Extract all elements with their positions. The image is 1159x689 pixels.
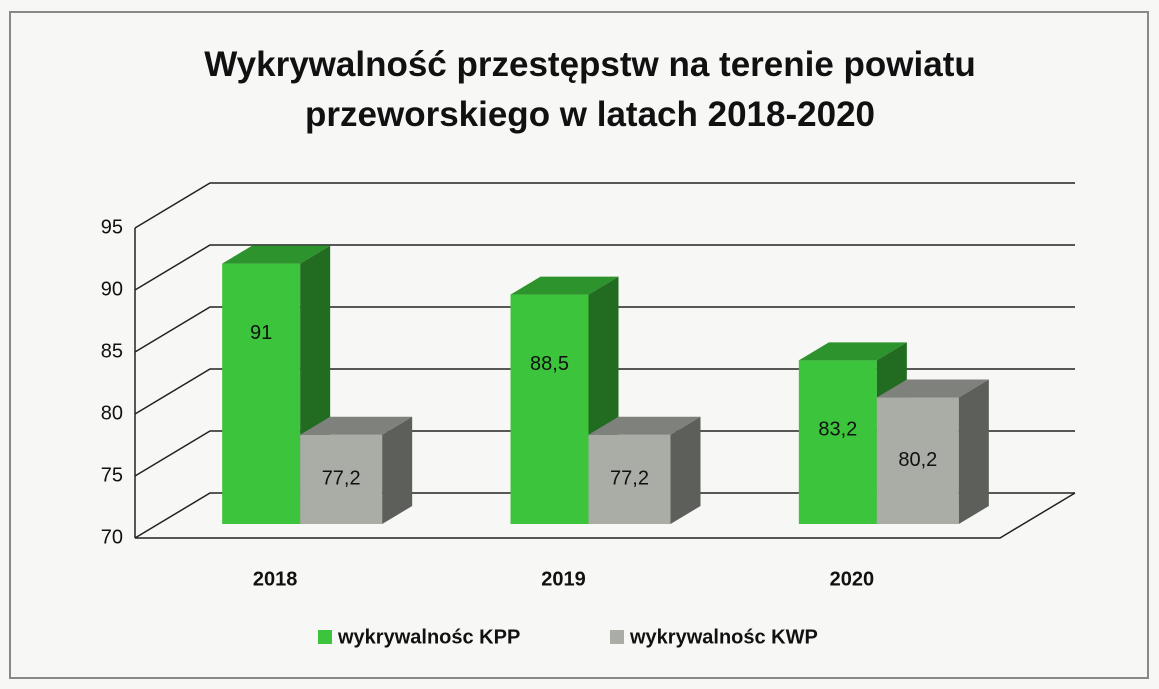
bar-top [588, 416, 701, 435]
x-tick-label: 2019 [541, 568, 586, 590]
bar-top [222, 245, 331, 264]
bar-side [670, 416, 701, 524]
bar-top [300, 416, 413, 435]
bar-front [798, 360, 877, 524]
bar-front [222, 263, 301, 524]
y-tick-label: 85 [101, 340, 123, 362]
chart-frame [9, 11, 1149, 679]
bar-front [588, 434, 671, 524]
grid-line [134, 492, 1075, 539]
bar-top [798, 342, 907, 361]
grid-line [134, 430, 1075, 477]
grid-line [134, 182, 1075, 229]
floor-edge [135, 492, 1076, 539]
y-tick-label: 80 [101, 402, 123, 424]
bar-top [510, 276, 619, 295]
legend-label: wykrywalnośc KWP [629, 626, 818, 648]
bar-front [300, 434, 383, 524]
bar-side [382, 416, 413, 524]
data-label: 88,5 [530, 353, 569, 375]
data-label: 77,2 [322, 468, 361, 490]
x-tick-label: 2020 [830, 568, 875, 590]
legend-swatch [318, 630, 332, 644]
legend-label: wykrywalnośc KPP [337, 626, 520, 648]
bar-top [876, 379, 989, 398]
bar-front [876, 397, 959, 524]
data-label: 77,2 [610, 468, 649, 490]
bar-front [510, 294, 589, 524]
data-label: 91 [250, 322, 272, 344]
data-label: 80,2 [898, 449, 937, 471]
bar-side [958, 379, 989, 524]
y-tick-label: 75 [101, 464, 123, 486]
legend-swatch [610, 630, 624, 644]
chart-title: Wykrywalność przestępstw na terenie powi… [204, 45, 976, 134]
y-tick-label: 95 [101, 216, 123, 238]
y-tick-label: 90 [101, 278, 123, 300]
x-tick-label: 2018 [253, 568, 298, 590]
data-label: 83,2 [818, 419, 857, 441]
grid-line [134, 368, 1075, 415]
y-tick-label: 70 [101, 526, 123, 548]
grid-line [134, 244, 1075, 291]
grid-line [134, 306, 1075, 353]
